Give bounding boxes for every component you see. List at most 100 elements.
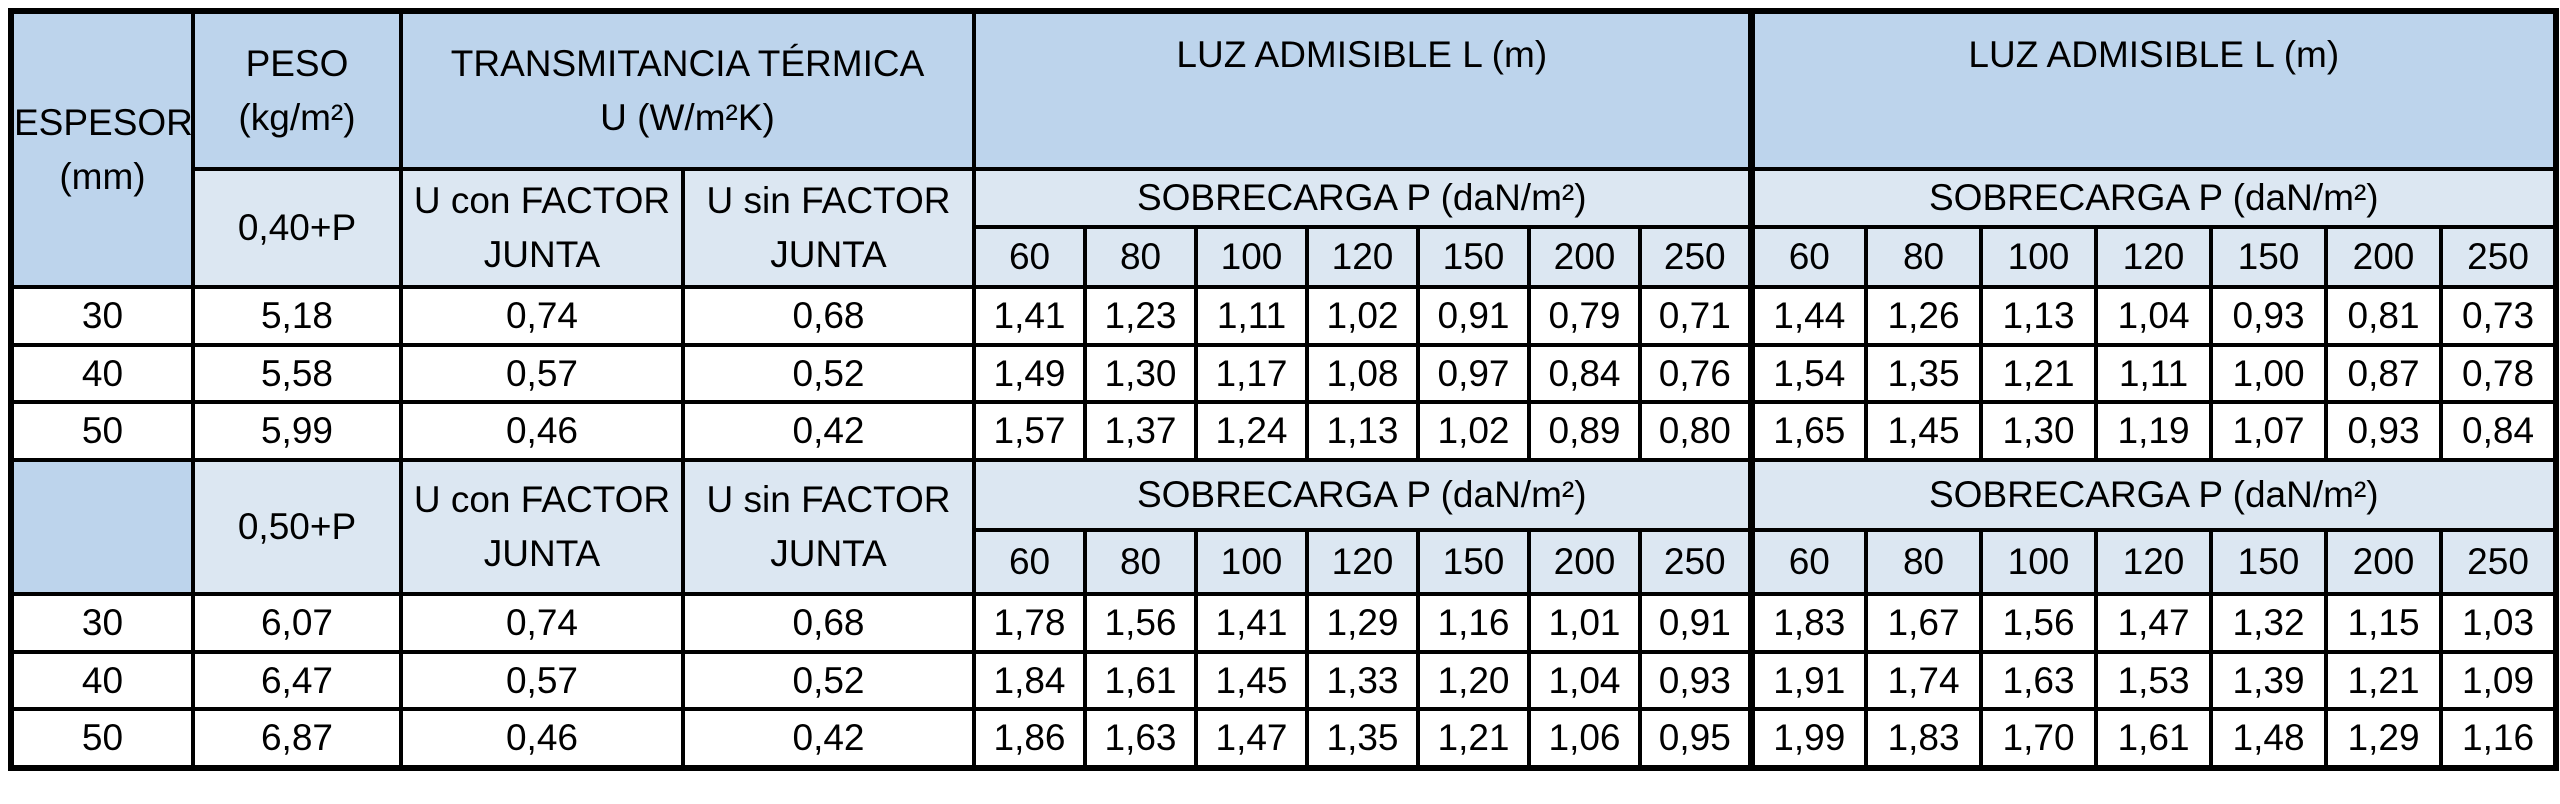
luz1-value-cell: 0,91 [1416,285,1532,347]
luz1-value-cell: 1,84 [972,649,1088,712]
luz1-value-cell: 1,41 [1194,591,1310,654]
luz2-value-cell: 0,93 [2209,285,2329,347]
load-value-header: 150 [2209,527,2329,596]
luz2-value-cell: 1,47 [2094,591,2214,654]
espesor-cell: 40 [9,649,195,712]
luz2-value-cell: 1,21 [1979,342,2099,405]
luz1-value-cell: 1,45 [1194,649,1310,712]
peso-case-label-2: 0,50+P [191,457,403,596]
u-sin-cell: 0,52 [680,342,977,405]
u-sin-cell: 0,42 [680,400,977,462]
luz1-value-cell: 1,24 [1194,400,1310,462]
luz2-value-cell: 1,61 [2094,707,2214,770]
u-con-cell: 0,74 [399,591,685,654]
luz1-value-cell: 1,08 [1305,342,1421,405]
luz2-value-cell: 1,54 [1747,342,1869,405]
peso-cell: 5,58 [191,342,403,405]
u-sin-cell: 0,68 [680,591,977,654]
u-con-cell: 0,46 [399,400,685,462]
espesor-header: ESPESOR (mm) [9,9,195,289]
luz2-value-cell: 1,67 [1864,591,1984,654]
data-row: 40 5,58 0,57 0,52 1,49 1,30 1,17 1,08 0,97 0,84 0,… [9,342,2559,405]
load-value-header: 120 [2094,527,2214,596]
data-row: 30 6,07 0,74 0,68 1,78 1,56 1,41 1,29 1,16 1,01 0,… [9,591,2559,654]
luz1-value-cell: 0,76 [1638,342,1754,405]
luz2-value-cell: 1,00 [2209,342,2329,405]
luz1-value-cell: 1,63 [1083,707,1199,770]
u-con-cell: 0,46 [399,707,685,770]
luz2-value-cell: 1,03 [2439,591,2559,654]
luz1-value-cell: 1,30 [1083,342,1199,405]
luz2-value-cell: 1,04 [2094,285,2214,347]
load-value-header: 80 [1083,527,1199,596]
data-row: 30 5,18 0,74 0,68 1,41 1,23 1,11 1,02 0,91 0,79 0,… [9,285,2559,347]
luz1-value-cell: 0,89 [1527,400,1643,462]
luz1-value-cell: 1,16 [1416,591,1532,654]
load-value-header: 100 [1194,527,1310,596]
luz2-value-cell: 1,09 [2439,649,2559,712]
peso-cell: 6,07 [191,591,403,654]
spec-table: ESPESOR (mm) PESO (kg/m²) TRANSMITANCIA … [8,8,2560,771]
load-value-header: 250 [2439,225,2559,289]
espesor-cell: 30 [9,285,195,347]
luz2-value-cell: 1,70 [1979,707,2099,770]
luz2-value-cell: 0,87 [2324,342,2444,405]
load-value-header: 150 [2209,225,2329,289]
luz2-value-cell: 1,91 [1747,649,1869,712]
transmitancia-header: TRANSMITANCIA TÉRMICA U (W/m²K) [398,9,977,171]
peso-case-label-1: 0,40+P [191,167,403,289]
luz1-value-cell: 0,80 [1638,400,1754,462]
peso-header: PESO (kg/m²) [191,9,403,171]
luz2-value-cell: 1,35 [1864,342,1984,405]
sobrecarga-header-1a: SOBRECARGA P (daN/m²) [972,167,1754,229]
peso-cell: 6,87 [191,707,403,770]
luz2-value-cell: 1,65 [1747,400,1869,462]
luz1-value-cell: 1,86 [972,707,1088,770]
luz2-value-cell: 1,13 [1979,285,2099,347]
section-050P-rows: 30 6,07 0,74 0,68 1,78 1,56 1,41 1,29 1,16 1,01 0,… [9,591,2559,770]
load-value-header: 60 [972,225,1088,289]
luz2-value-cell: 1,83 [1747,591,1869,654]
luz2-value-cell: 1,21 [2324,649,2444,712]
load-value-header: 120 [2094,225,2214,289]
u-sin-cell: 0,52 [680,649,977,712]
luz2-value-cell: 1,99 [1747,707,1869,770]
luz2-value-cell: 1,07 [2209,400,2329,462]
header-row-loads-1: 60 80 100 120 150 200 250 60 80 100 120 150 200 250 [11,225,2559,289]
load-value-header: 100 [1979,527,2099,596]
luz1-value-cell: 1,35 [1305,707,1421,770]
luz1-value-cell: 1,56 [1083,591,1199,654]
u-con-factor-header-1: U con FACTOR JUNTA [399,167,685,289]
load-value-header: 120 [1305,225,1421,289]
luz1-value-cell: 1,02 [1416,400,1532,462]
load-value-header: 150 [1416,527,1532,596]
espesor-cell: 30 [9,591,195,654]
u-sin-cell: 0,68 [680,285,977,347]
luz2-value-cell: 1,63 [1979,649,2099,712]
u-con-cell: 0,57 [399,649,685,712]
espesor-cell: 50 [9,707,195,770]
load-value-header: 250 [2439,527,2559,596]
luz-admisible-header-2: LUZ ADMISIBLE L (m) [1747,9,2559,171]
mid-header-group: 0,50+P U con FACTOR JUNTA U sin FACTOR J… [9,457,2559,596]
luz1-value-cell: 0,93 [1638,649,1754,712]
data-row: 40 6,47 0,57 0,52 1,84 1,61 1,45 1,33 1,20 1,04 0,… [9,649,2559,712]
sobrecarga-header-2b: SOBRECARGA P (daN/m²) [1747,457,2559,532]
luz1-value-cell: 0,97 [1416,342,1532,405]
luz1-value-cell: 1,23 [1083,285,1199,347]
load-value-header: 250 [1638,225,1754,289]
espesor-spacer-cell [9,457,195,596]
u-sin-cell: 0,42 [680,707,977,770]
luz1-value-cell: 0,84 [1527,342,1643,405]
luz2-value-cell: 1,16 [2439,707,2559,770]
luz2-value-cell: 1,32 [2209,591,2329,654]
luz1-value-cell: 1,61 [1083,649,1199,712]
load-value-header: 60 [1747,225,1869,289]
luz1-value-cell: 1,21 [1416,707,1532,770]
luz2-value-cell: 1,15 [2324,591,2444,654]
load-value-header: 250 [1638,527,1754,596]
load-value-header: 150 [1416,225,1532,289]
luz1-value-cell: 0,91 [1638,591,1754,654]
load-value-header: 80 [1864,527,1984,596]
panel-spec-table-container: ESPESOR (mm) PESO (kg/m²) TRANSMITANCIA … [8,8,2560,771]
